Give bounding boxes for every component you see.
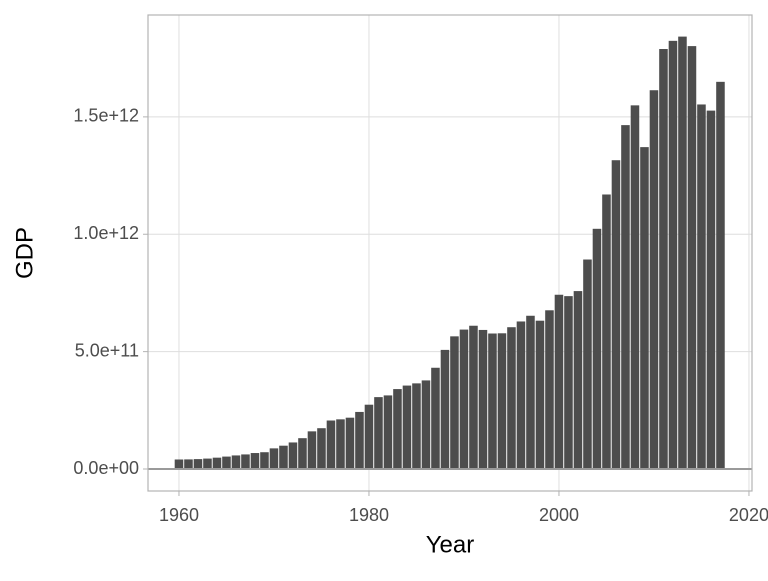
bar	[640, 147, 649, 470]
bar	[336, 419, 345, 470]
bar	[364, 404, 374, 470]
bar	[716, 81, 725, 470]
bar	[412, 383, 421, 470]
bar	[222, 456, 231, 470]
x-tick-label: 2000	[539, 505, 579, 525]
y-tick-label: 5.0e+11	[75, 340, 139, 360]
bar	[488, 333, 497, 470]
bar	[383, 395, 393, 470]
bar	[298, 438, 307, 470]
y-tick-label: 1.5e+12	[73, 106, 139, 126]
bar	[317, 428, 326, 470]
bar	[193, 459, 203, 470]
bar	[697, 104, 706, 470]
bar	[326, 420, 336, 470]
bar	[269, 448, 279, 470]
bar	[592, 228, 602, 470]
bar	[431, 367, 440, 470]
bar	[507, 327, 516, 470]
bar	[421, 380, 431, 470]
bar	[668, 40, 678, 470]
bar	[573, 291, 583, 470]
bar	[611, 160, 621, 470]
bar	[279, 445, 288, 470]
bar	[174, 459, 184, 470]
bar	[545, 310, 554, 470]
bar	[564, 296, 573, 470]
bar	[469, 325, 478, 470]
bar	[203, 458, 212, 470]
bar	[497, 333, 507, 470]
bar	[393, 389, 402, 470]
y-axis-title: GDP	[11, 227, 38, 279]
bar	[212, 457, 222, 470]
x-tick-label: 1960	[159, 505, 199, 525]
bar	[554, 294, 564, 470]
bar	[355, 411, 364, 470]
x-tick-label: 2020	[729, 505, 768, 525]
bar	[621, 125, 630, 470]
bar	[659, 49, 668, 470]
bar	[184, 459, 193, 470]
x-axis-title: Year	[426, 531, 475, 558]
bar	[307, 431, 317, 470]
bar	[516, 321, 526, 470]
bar	[630, 105, 640, 470]
y-tick-label: 0.0e+00	[73, 458, 139, 478]
bar	[345, 417, 355, 470]
bar	[583, 259, 592, 470]
bar	[440, 349, 450, 470]
bar	[250, 453, 260, 470]
bar	[706, 110, 716, 470]
y-tick-label: 1.0e+12	[73, 223, 139, 243]
bar	[459, 329, 469, 470]
bar	[526, 315, 535, 470]
bar	[649, 90, 659, 470]
bar	[687, 46, 697, 470]
bar	[288, 442, 298, 470]
bar	[602, 194, 611, 470]
x-tick-label: 1980	[349, 505, 389, 525]
bar	[678, 36, 687, 470]
bar	[374, 397, 383, 470]
bar	[450, 336, 459, 470]
bar	[231, 455, 241, 470]
bar	[260, 452, 269, 470]
bar	[535, 320, 545, 470]
bar	[241, 454, 250, 470]
bar	[402, 385, 412, 470]
bar	[478, 329, 488, 470]
panel-border	[147, 14, 753, 492]
